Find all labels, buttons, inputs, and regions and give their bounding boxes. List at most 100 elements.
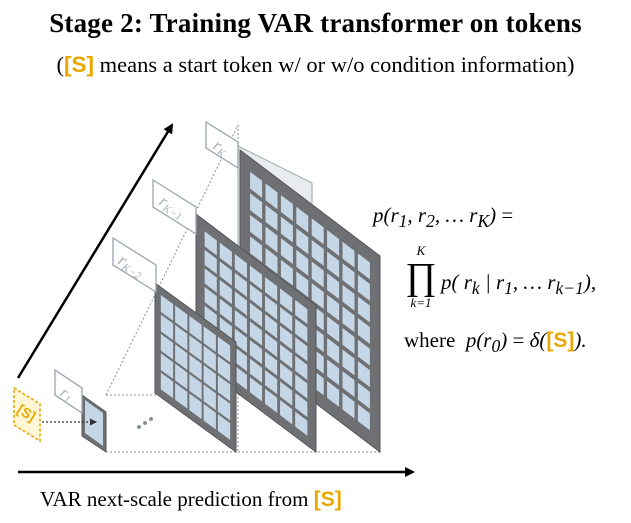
token-cell — [249, 302, 263, 328]
subtitle-open: ( — [56, 52, 64, 77]
token-cell — [189, 335, 202, 361]
token-cell — [204, 231, 217, 256]
token-cell — [234, 272, 248, 298]
caption-text: VAR next-scale prediction from — [40, 487, 314, 511]
token-cell — [280, 381, 293, 406]
token-cell — [357, 339, 370, 366]
token-cell — [234, 365, 248, 391]
token-cell — [327, 316, 340, 343]
token-cell — [296, 249, 309, 276]
token-cell — [204, 287, 217, 312]
subtitle: ([S] means a start token w/ or w/o condi… — [0, 52, 631, 78]
token-cell — [327, 251, 340, 278]
token-cell — [175, 305, 188, 332]
token-cell — [296, 206, 309, 233]
token-cell — [160, 333, 174, 360]
token-cell — [342, 263, 355, 290]
token-map-r1 — [81, 394, 107, 453]
token-cell — [204, 268, 217, 293]
token-cell — [217, 394, 231, 421]
diagonal-arrow — [16, 123, 174, 379]
token-cell — [249, 284, 263, 309]
token-cell — [264, 314, 278, 339]
token-cell — [295, 318, 308, 343]
token-cell — [357, 274, 370, 301]
token-cell — [203, 384, 216, 411]
token-cell — [280, 307, 293, 332]
token-cell — [234, 347, 248, 372]
token-cell — [327, 294, 340, 321]
token-cell — [295, 374, 308, 399]
product-symbol: ∏ — [405, 256, 437, 298]
token-cell — [219, 279, 232, 305]
token-cell — [249, 321, 263, 346]
token-cell — [357, 404, 370, 431]
token-cell — [280, 400, 293, 425]
token-cell — [295, 337, 308, 362]
token-cell — [265, 248, 278, 275]
token-cell — [189, 393, 202, 420]
map-label-tabs — [54, 120, 239, 415]
token-cell — [264, 332, 278, 358]
token-cell — [342, 392, 355, 419]
token-cell — [311, 261, 324, 288]
token-cell — [264, 369, 278, 395]
token-cell — [264, 351, 278, 376]
token-cell — [342, 349, 355, 376]
formula-line-1: p(r1, r2, … rK) = — [373, 203, 514, 232]
token-cell — [217, 414, 231, 440]
token-cell — [175, 344, 188, 370]
page-title: Stage 2: Training VAR transformer on tok… — [49, 8, 582, 38]
token-cell — [249, 265, 263, 290]
token-cell — [175, 363, 188, 390]
token-cell — [249, 358, 263, 383]
token-cell — [280, 259, 293, 286]
token-cell — [311, 218, 324, 245]
token-cell — [280, 238, 293, 265]
token-cell — [264, 295, 278, 320]
start-token-box — [13, 386, 41, 443]
token-cell — [357, 296, 370, 323]
token-cell — [327, 380, 340, 407]
token-cell — [189, 315, 202, 342]
token-cell — [175, 324, 188, 351]
token-cell — [265, 183, 278, 210]
token-cell — [280, 344, 293, 369]
token-cell — [249, 377, 263, 402]
token-cell — [250, 236, 263, 263]
token-cell — [295, 411, 308, 436]
token-cell — [204, 305, 217, 330]
token-cell — [280, 288, 293, 313]
token-cell — [217, 336, 231, 363]
token-cell — [295, 392, 308, 418]
token-cell — [219, 261, 232, 286]
token-cell — [203, 365, 216, 391]
token-cell — [296, 271, 309, 298]
token-cell — [357, 253, 370, 280]
token-cell — [357, 382, 370, 409]
token-cell — [280, 195, 293, 222]
token-cell — [296, 228, 309, 255]
token-cell — [250, 171, 263, 198]
token-cell — [249, 339, 263, 365]
subtitle-text: means a start token w/ or w/o condition … — [93, 52, 575, 77]
token-cell — [175, 382, 188, 409]
token-cell — [234, 328, 248, 353]
token-cell — [234, 291, 248, 316]
token-cell — [189, 374, 202, 400]
token-cell — [160, 314, 174, 341]
token-cell — [295, 355, 308, 380]
token-cell — [311, 239, 324, 266]
token-cell — [342, 306, 355, 333]
product-lower: k=1 — [410, 295, 432, 310]
token-cell — [219, 242, 232, 267]
token-cell — [280, 325, 293, 350]
token-cell — [265, 204, 278, 231]
token-cell — [217, 356, 231, 382]
token-cell — [327, 230, 340, 257]
token-cell — [219, 298, 232, 323]
formula-line-2: p( rk | r1, … rk−1), — [441, 270, 597, 299]
token-cell — [234, 309, 248, 335]
token-cell — [219, 317, 232, 342]
